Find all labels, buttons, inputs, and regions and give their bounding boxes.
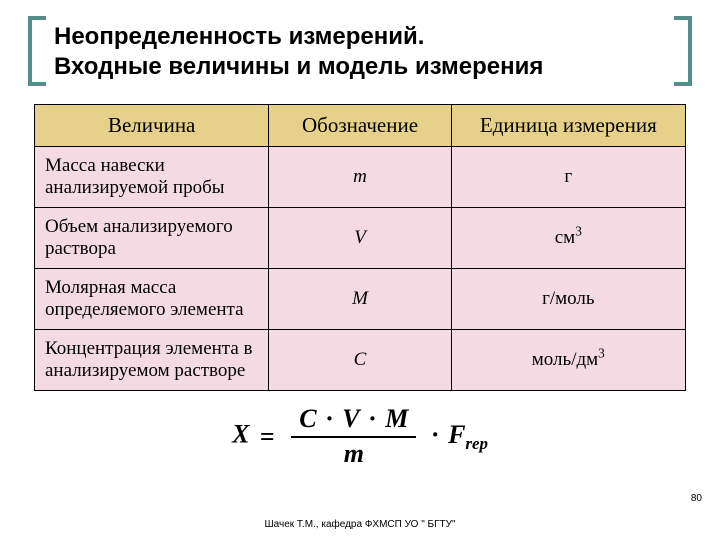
slide: Неопределенность измерений. Входные вели… xyxy=(0,0,720,540)
formula-denominator: m xyxy=(291,438,416,469)
bracket-left-icon xyxy=(28,16,46,86)
formula-dot: · xyxy=(429,420,442,449)
title-line-1: Неопределенность измерений. xyxy=(54,23,424,50)
title-block: Неопределенность измерений. Входные вели… xyxy=(34,18,686,86)
cell-quantity: Объем анализируемого раствора xyxy=(35,208,269,269)
cell-quantity: Масса навески анализируемой пробы xyxy=(35,147,269,208)
model-formula: X = C · V · M m · Frep xyxy=(34,405,686,468)
cell-symbol: C xyxy=(269,330,451,391)
col-header-unit: Единица измерения xyxy=(451,105,685,147)
table-row: Молярная масса определяемого элемента M … xyxy=(35,269,686,330)
cell-quantity: Концентрация элемента в анализируемом ра… xyxy=(35,330,269,391)
cell-unit: см3 xyxy=(451,208,685,269)
table-row: Объем анализируемого раствора V см3 xyxy=(35,208,686,269)
formula-tail: Frep xyxy=(448,420,488,449)
slide-title: Неопределенность измерений. Входные вели… xyxy=(50,18,686,86)
quantities-table: Величина Обозначение Единица измерения М… xyxy=(34,104,686,391)
formula-lhs: X xyxy=(232,420,249,449)
cell-unit: моль/дм3 xyxy=(451,330,685,391)
cell-symbol: V xyxy=(269,208,451,269)
title-line-2: Входные величины и модель измерения xyxy=(54,53,543,80)
table-row: Концентрация элемента в анализируемом ра… xyxy=(35,330,686,391)
col-header-quantity: Величина xyxy=(35,105,269,147)
cell-unit: г/моль xyxy=(451,269,685,330)
page-number: 80 xyxy=(691,493,702,504)
footer-text: Шачек Т.М., кафедра ФХМСП УО " БГТУ" xyxy=(0,519,720,530)
cell-unit: г xyxy=(451,147,685,208)
equals-sign: = xyxy=(260,422,275,452)
formula-fraction: C · V · M m xyxy=(291,405,416,468)
cell-symbol: M xyxy=(269,269,451,330)
cell-quantity: Молярная масса определяемого элемента xyxy=(35,269,269,330)
formula-numerator: C · V · M xyxy=(291,405,416,438)
table-header-row: Величина Обозначение Единица измерения xyxy=(35,105,686,147)
bracket-right-icon xyxy=(674,16,692,86)
table-row: Масса навески анализируемой пробы m г xyxy=(35,147,686,208)
col-header-symbol: Обозначение xyxy=(269,105,451,147)
cell-symbol: m xyxy=(269,147,451,208)
